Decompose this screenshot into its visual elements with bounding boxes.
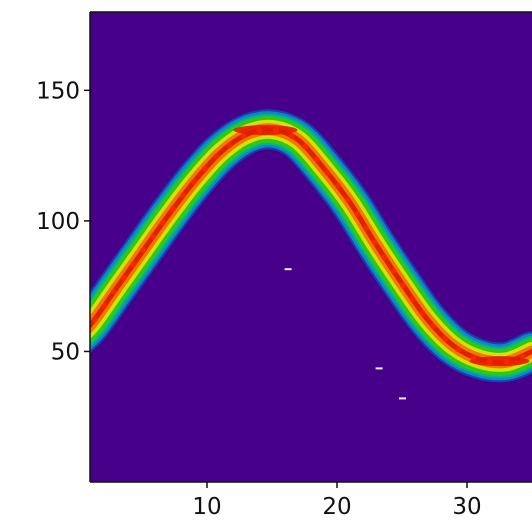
x-tick-label: 30 — [452, 494, 481, 520]
band-bead — [302, 143, 309, 150]
band-bead — [213, 153, 220, 160]
speck-markers — [284, 268, 406, 400]
band-bead — [180, 192, 187, 199]
y-tick-label: 100 — [36, 209, 80, 235]
speck-marker — [399, 397, 406, 400]
band-bead — [80, 330, 86, 336]
band-bead — [150, 233, 157, 240]
axes: 10 20 30 50 100 150 — [36, 11, 532, 520]
band-bead — [503, 358, 510, 365]
band-bead — [442, 335, 448, 342]
band-bead — [256, 127, 263, 134]
band-bead — [363, 225, 369, 232]
band-bead — [455, 346, 462, 353]
band-bead — [334, 182, 341, 189]
band-bead — [101, 302, 108, 309]
speck-marker — [375, 367, 383, 370]
band-bead — [190, 178, 197, 185]
band-bead — [313, 156, 320, 163]
band-bead — [110, 288, 117, 295]
heatmap-band — [80, 109, 532, 383]
band-bead — [519, 353, 526, 359]
speck-marker — [284, 268, 292, 271]
band-bead — [409, 296, 416, 303]
band-bead — [160, 219, 166, 226]
x-tick-label: 20 — [322, 494, 351, 520]
band-crest-core — [233, 125, 298, 136]
band-bead — [470, 354, 477, 360]
band-bead — [91, 316, 98, 323]
band-bead — [324, 169, 331, 176]
band-bead — [400, 282, 407, 289]
band-bead — [226, 142, 233, 149]
band-bead — [130, 261, 137, 268]
band-bead — [344, 196, 351, 203]
band-bead — [273, 127, 280, 134]
y-tick-label: 50 — [51, 339, 80, 365]
band-bead — [354, 210, 361, 217]
band-bead — [430, 323, 437, 330]
band-bead — [381, 254, 388, 260]
band-bead — [486, 358, 493, 365]
band-trough-core — [469, 356, 530, 367]
band-bead — [170, 205, 176, 212]
band-bead — [240, 133, 247, 139]
band-bead — [140, 247, 147, 254]
y-tick-label: 150 — [36, 78, 80, 104]
band-bead — [390, 268, 397, 275]
band-bead — [289, 133, 295, 139]
band-bead — [120, 275, 127, 281]
band-bead — [371, 239, 378, 246]
band-bead — [419, 310, 426, 317]
x-tick-label: 10 — [192, 494, 221, 520]
band-bead — [201, 165, 208, 172]
